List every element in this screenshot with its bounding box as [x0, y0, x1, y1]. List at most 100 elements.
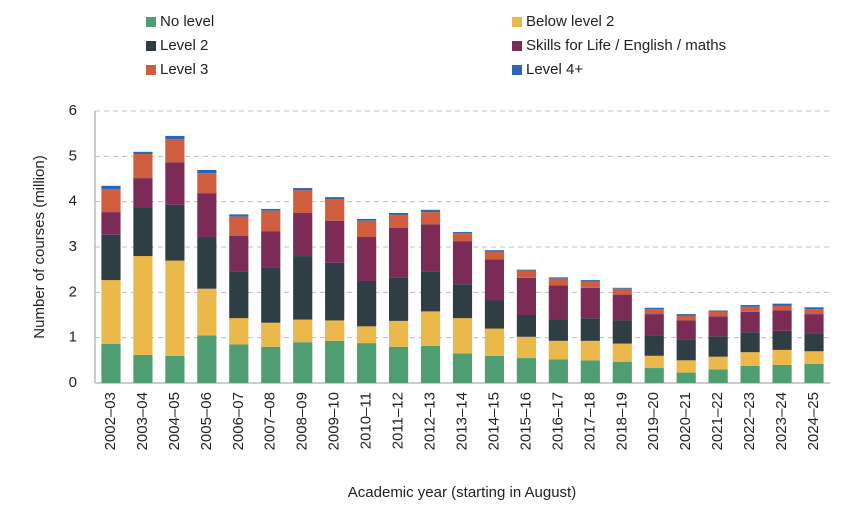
bar-segment — [357, 220, 377, 238]
bar-segment — [261, 267, 281, 323]
bar-segment — [484, 328, 505, 356]
bar-segment — [101, 234, 121, 281]
legend-swatch — [146, 65, 156, 75]
bar-segment — [452, 232, 473, 234]
legend-label: Skills for Life / English / maths — [526, 37, 726, 54]
x-tick-label: 2007–08 — [262, 392, 279, 450]
bar-segment — [101, 344, 121, 383]
bar-segment — [772, 349, 792, 365]
bar-segment — [580, 280, 600, 282]
bar-segment — [548, 278, 568, 286]
bar-segment — [325, 197, 345, 200]
bar-segment — [484, 300, 505, 329]
bar-segment — [676, 315, 696, 321]
x-tick-label: 2019–20 — [645, 392, 662, 450]
bar-segment — [804, 363, 824, 383]
bar-segment — [548, 277, 568, 279]
bar-segment — [612, 343, 632, 362]
bar-segment — [612, 320, 632, 344]
bar-segment — [516, 277, 536, 315]
bar-segment — [484, 251, 505, 260]
legend-swatch — [146, 17, 156, 27]
x-tick-label: 2002–03 — [102, 392, 119, 450]
x-tick-label: 2009–10 — [326, 392, 343, 450]
bar-segment — [484, 355, 505, 383]
bar-segment — [229, 235, 249, 272]
bar-segment — [357, 343, 377, 383]
bar-segment — [389, 213, 409, 216]
bar-segment — [133, 151, 153, 155]
bar-segment — [197, 173, 217, 194]
bar-segment — [644, 355, 664, 369]
bar-segment — [133, 178, 153, 208]
bar-segment — [389, 227, 409, 278]
bar-segment — [325, 220, 345, 263]
x-tick-label: 2004–05 — [166, 392, 183, 450]
bar-segment — [261, 322, 281, 347]
x-tick-label: 2011–12 — [390, 392, 407, 449]
y-tick-label: 3 — [69, 238, 77, 255]
bar-segment — [293, 213, 313, 257]
bar-segment — [101, 280, 121, 345]
bar-segment — [740, 332, 760, 353]
bar-segment — [772, 330, 792, 350]
bar-segment — [644, 335, 664, 356]
bar-segment — [772, 305, 792, 311]
legend-label: Level 4+ — [526, 61, 583, 78]
bar-segment — [740, 306, 760, 312]
x-tick-label: 2023–24 — [773, 392, 790, 450]
y-axis-title: Number of courses (million) — [31, 155, 48, 338]
bar-segment — [420, 311, 441, 346]
legend-label: Below level 2 — [526, 13, 614, 30]
bar-segment — [612, 288, 632, 295]
bar-segment — [580, 340, 600, 361]
x-tick-label: 2021–22 — [709, 392, 726, 450]
bar-segment — [101, 212, 121, 235]
x-tick-label: 2010–11 — [358, 392, 375, 449]
x-tick-label: 2008–09 — [294, 392, 311, 450]
bar-segment — [548, 359, 568, 383]
bar-segment — [293, 190, 313, 213]
bar-segment — [484, 250, 505, 252]
bar-segment — [197, 288, 217, 336]
bar-segment — [325, 320, 345, 341]
bar-segment — [804, 314, 824, 334]
x-tick-label: 2006–07 — [230, 392, 247, 450]
bar-segment — [740, 311, 760, 333]
bar-segment — [197, 237, 217, 289]
bar-segment — [229, 344, 249, 383]
bar-segment — [516, 270, 536, 278]
bar-segment — [293, 188, 313, 191]
bar-segment — [197, 335, 217, 383]
bar-segment — [516, 315, 536, 337]
bar-segment — [516, 269, 536, 271]
bar-segment — [389, 215, 409, 228]
x-tick-label: 2012–13 — [422, 392, 439, 450]
bar-segment — [357, 326, 377, 344]
bar-segment — [580, 318, 600, 341]
bar-segment — [676, 372, 696, 383]
bar-segment — [229, 214, 249, 217]
y-tick-label: 2 — [69, 283, 77, 300]
x-tick-label: 2016–17 — [549, 392, 566, 450]
bar-segment — [165, 260, 185, 356]
bar-segment — [165, 139, 185, 163]
y-tick-label: 1 — [69, 329, 77, 346]
bar-segment — [580, 360, 600, 383]
bar-segment — [548, 319, 568, 341]
x-axis-title: Academic year (starting in August) — [348, 484, 576, 501]
bar-segment — [261, 346, 281, 383]
x-tick-label: 2024–25 — [805, 392, 822, 450]
bar-segment — [644, 307, 664, 310]
bar-segment — [740, 365, 760, 383]
bar-segment — [644, 368, 664, 383]
bar-segment — [580, 281, 600, 288]
x-tick-label: 2017–18 — [581, 392, 598, 450]
bar-segment — [772, 303, 792, 306]
x-tick-label: 2013–14 — [453, 392, 470, 450]
bar-segment — [133, 354, 153, 383]
bar-segment — [357, 237, 377, 281]
bar-segment — [389, 346, 409, 383]
x-tick-label: 2020–21 — [677, 392, 694, 450]
legend-label: Level 2 — [160, 37, 208, 54]
